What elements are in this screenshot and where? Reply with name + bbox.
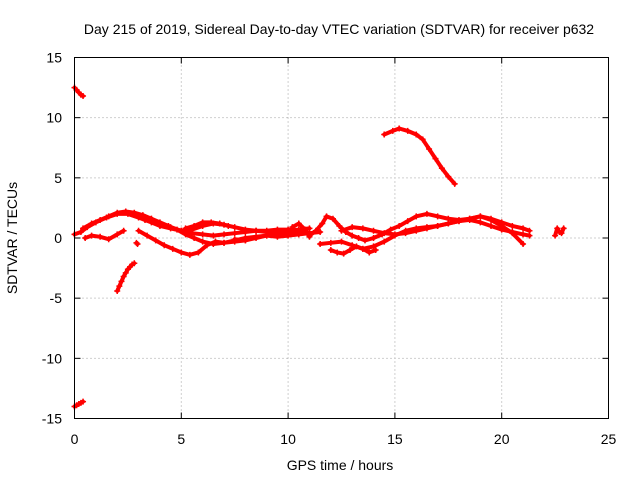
x-tick-label: 5 bbox=[177, 431, 185, 447]
x-tick-label: 20 bbox=[494, 431, 510, 447]
series-track-6 bbox=[80, 208, 313, 235]
x-tick-label: 10 bbox=[280, 431, 296, 447]
data-point bbox=[134, 241, 141, 248]
series-track-7 bbox=[82, 227, 127, 243]
data-point bbox=[520, 241, 527, 248]
track-segment bbox=[489, 217, 504, 228]
y-tick-label: 15 bbox=[46, 50, 62, 66]
y-tick-label: 0 bbox=[54, 230, 62, 246]
data-point bbox=[80, 398, 87, 405]
data-points bbox=[71, 84, 567, 410]
series-track-4 bbox=[133, 239, 141, 248]
data-point bbox=[131, 260, 138, 267]
series-track-2 bbox=[71, 398, 87, 410]
series-track-17 bbox=[381, 125, 458, 187]
chart-title: Day 215 of 2019, Sidereal Day-to-day VTE… bbox=[84, 21, 594, 37]
y-tick-label: 10 bbox=[46, 110, 62, 126]
data-point bbox=[560, 225, 567, 232]
series-track-18 bbox=[552, 225, 567, 239]
series-track-16 bbox=[338, 213, 527, 248]
y-tick-label: -5 bbox=[50, 290, 63, 306]
track-segment bbox=[382, 233, 397, 244]
data-point bbox=[80, 93, 87, 100]
series-track-10 bbox=[182, 219, 232, 232]
series-track-15 bbox=[327, 243, 379, 257]
y-tick-labels: -15 -10 -5 0 5 10 15 bbox=[42, 50, 62, 427]
series-track-3 bbox=[114, 260, 138, 294]
plot-frame bbox=[74, 57, 609, 419]
series-track-1 bbox=[71, 84, 87, 100]
y-tick-label: -15 bbox=[42, 411, 62, 427]
y-tick-label: 5 bbox=[54, 170, 62, 186]
y-axis-label: SDTVAR / TECUs bbox=[4, 182, 20, 294]
data-point bbox=[225, 222, 232, 229]
y-tick-label: -10 bbox=[42, 350, 62, 366]
data-point bbox=[372, 247, 379, 254]
data-point bbox=[120, 227, 127, 234]
x-tick-label: 15 bbox=[387, 431, 403, 447]
x-axis-label: GPS time / hours bbox=[287, 457, 394, 473]
x-tick-label: 0 bbox=[71, 431, 79, 447]
data-point bbox=[317, 228, 324, 235]
track-segment bbox=[510, 231, 526, 247]
track-segment bbox=[446, 174, 457, 186]
data-point bbox=[451, 180, 458, 187]
x-tick-labels: 0 5 10 15 20 25 bbox=[71, 431, 617, 447]
track-segment bbox=[499, 223, 515, 236]
x-tick-label: 25 bbox=[601, 431, 617, 447]
data-point bbox=[526, 232, 533, 239]
grid bbox=[74, 57, 609, 419]
